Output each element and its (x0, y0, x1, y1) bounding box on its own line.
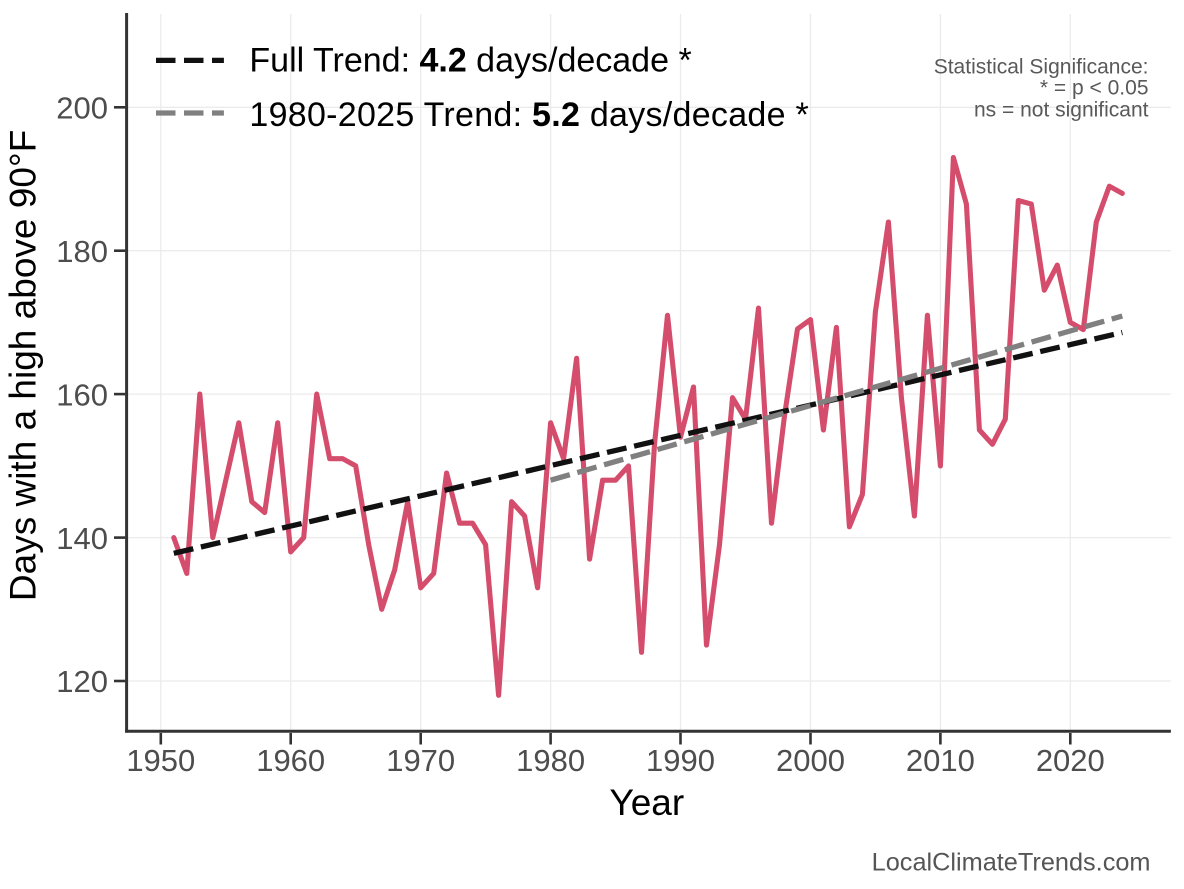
svg-text:1990: 1990 (646, 743, 715, 778)
svg-text:LocalClimateTrends.com: LocalClimateTrends.com (872, 848, 1151, 876)
svg-text:120: 120 (56, 664, 108, 699)
svg-text:1980: 1980 (516, 743, 585, 778)
svg-text:200: 200 (56, 91, 108, 126)
svg-text:* = p < 0.05: * = p < 0.05 (1040, 77, 1149, 100)
svg-text:1950: 1950 (126, 743, 195, 778)
svg-text:Year: Year (609, 782, 684, 823)
svg-text:140: 140 (56, 521, 108, 556)
svg-text:2020: 2020 (1036, 743, 1105, 778)
svg-text:1960: 1960 (256, 743, 325, 778)
svg-text:160: 160 (56, 377, 108, 412)
svg-text:180: 180 (56, 234, 108, 269)
svg-text:2010: 2010 (906, 743, 975, 778)
svg-text:Full Trend: 4.2 days/decade *: Full Trend: 4.2 days/decade * (249, 42, 691, 80)
svg-text:1970: 1970 (386, 743, 455, 778)
svg-text:1980-2025 Trend: 5.2 days/deca: 1980-2025 Trend: 5.2 days/decade * (249, 96, 809, 134)
svg-text:Days with a high above 90°F: Days with a high above 90°F (3, 130, 44, 601)
svg-text:Statistical Significance:: Statistical Significance: (934, 56, 1149, 79)
svg-text:2000: 2000 (776, 743, 845, 778)
svg-text:ns = not significant: ns = not significant (974, 98, 1149, 121)
